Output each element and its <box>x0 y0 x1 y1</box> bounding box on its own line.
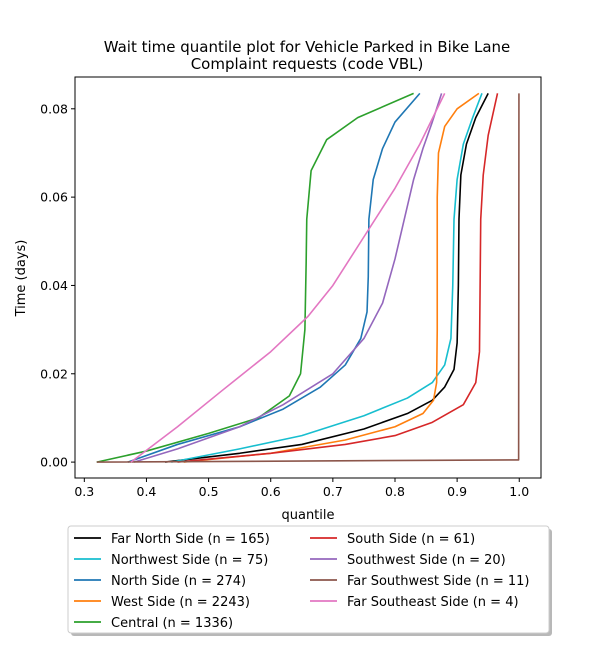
series-line-7 <box>96 93 520 463</box>
chart-title-line-1: Wait time quantile plot for Vehicle Park… <box>104 38 511 56</box>
legend-label-3: West Side (n = 2243) <box>111 595 250 610</box>
legend-label-7: Far Southwest Side (n = 11) <box>347 574 529 589</box>
plot-area <box>96 92 520 463</box>
legend-label-5: South Side (n = 61) <box>347 532 475 547</box>
y-tick-label: 0.08 <box>40 101 68 116</box>
legend-box <box>67 525 550 634</box>
axes-frame <box>74 76 542 479</box>
series-line-6 <box>133 93 443 463</box>
series-line-3 <box>183 92 480 463</box>
legend-label-1: Northwest Side (n = 75) <box>111 553 268 568</box>
x-tick-label: 1.0 <box>509 484 529 499</box>
chart-title-line-2: Complaint requests (code VBL) <box>191 55 424 73</box>
x-tick-label: 0.9 <box>447 484 467 499</box>
legend: Far North Side (n = 165) Northwest Side (… <box>67 525 552 636</box>
x-tick-label: 0.4 <box>137 484 157 499</box>
legend-label-6: Southwest Side (n = 20) <box>347 553 506 568</box>
legend-label-4: Central (n = 1336) <box>111 616 233 631</box>
x-tick-label: 0.5 <box>199 484 219 499</box>
series-line-1 <box>171 93 483 463</box>
series-line-0 <box>164 92 489 463</box>
y-tick-label: 0.06 <box>40 190 68 205</box>
x-tick-label: 0.8 <box>385 484 405 499</box>
axes-layer: 0.3 0.4 0.5 0.6 0.7 0.8 0.9 1.0 0.00 0.02 0.04 0.06… <box>40 76 542 499</box>
x-tick-label: 0.6 <box>261 484 281 499</box>
legend-label-0: Far North Side (n = 165) <box>111 532 270 547</box>
y-axis-label: Time (days) <box>14 240 29 318</box>
series-line-8 <box>130 92 446 463</box>
y-tick-label: 0.04 <box>40 278 68 293</box>
series-line-4 <box>96 92 414 463</box>
legend-label-2: North Side (n = 274) <box>111 574 246 589</box>
x-axis-label: quantile <box>281 508 334 523</box>
legend-label-8: Far Southeast Side (n = 4) <box>347 595 519 610</box>
y-tick-label: 0.00 <box>40 455 68 470</box>
series-line-5 <box>177 93 499 463</box>
x-tick-label: 0.3 <box>74 484 94 499</box>
x-tick-label: 0.7 <box>323 484 343 499</box>
y-tick-label: 0.02 <box>40 366 68 381</box>
